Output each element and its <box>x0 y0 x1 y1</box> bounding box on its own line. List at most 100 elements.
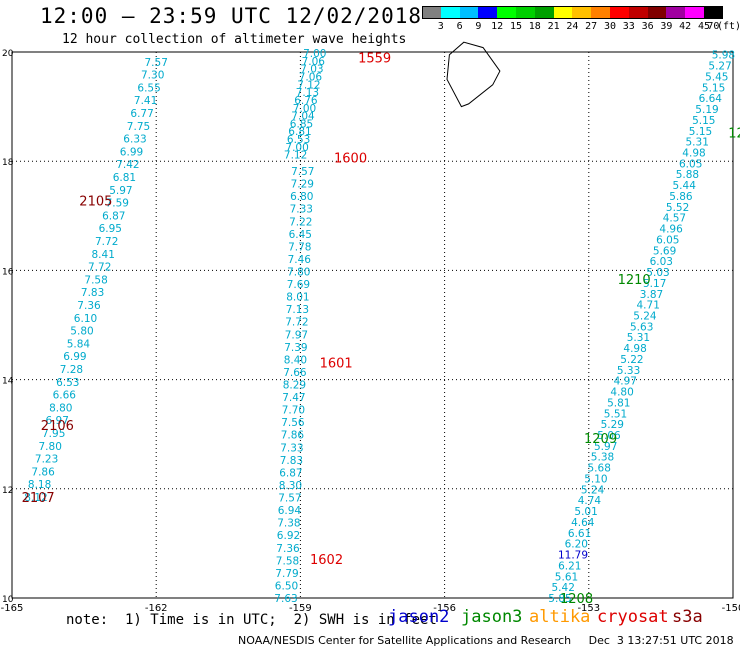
wave-height-value: 5.85 <box>548 593 571 605</box>
wave-height-value: 5.24 <box>581 484 605 496</box>
wave-height-value: 4.71 <box>637 300 660 312</box>
time-label: 1601 <box>320 357 353 372</box>
wave-height-value: 6.53 <box>287 134 310 146</box>
lat-tick-label: 18 <box>2 158 14 168</box>
wave-height-value: 5.42 <box>552 582 575 594</box>
wave-height-value: 6.03 <box>650 256 673 268</box>
wave-height-value: 5.98 <box>712 50 735 62</box>
wave-height-value: 8.30 <box>279 480 302 492</box>
colorbar-swatch <box>704 6 723 19</box>
chart-subtitle: 12 hour collection of altimeter wave hei… <box>62 32 407 47</box>
wave-height-value: 6.87 <box>102 210 125 222</box>
wave-height-value: 6.81 <box>113 172 136 184</box>
time-label: 1602 <box>310 553 343 568</box>
wave-height-value: 4.74 <box>578 495 602 507</box>
lon-tick-label: -153 <box>577 603 600 614</box>
colorbar-label: 45 <box>697 21 711 32</box>
wave-height-value: 5.15 <box>689 126 712 138</box>
colorbar-unit: (ft) <box>717 21 740 32</box>
colorbar-swatch <box>478 6 498 19</box>
wave-height-value: 6.21 <box>558 560 581 572</box>
colorbar-swatch <box>422 6 441 19</box>
colorbar-label: 6 <box>456 21 463 32</box>
wave-height-value: 7.29 <box>291 179 314 191</box>
wave-height-value: 6.80 <box>290 191 313 203</box>
wave-height-value: 4.57 <box>663 213 686 225</box>
wave-height-value: 7.46 <box>288 254 312 266</box>
time-label: 1559 <box>358 52 391 67</box>
wave-height-value: 7.12 <box>284 150 307 162</box>
wave-height-value: 7.57 <box>278 493 301 505</box>
colorbar-label: 33 <box>622 21 635 32</box>
wave-height-value: 6.85 <box>290 118 313 130</box>
wave-height-value: 7.86 <box>281 430 305 442</box>
colorbar-swatch <box>459 6 479 19</box>
wave-height-value: 7.33 <box>290 204 313 216</box>
wave-height-value: 3.87 <box>640 289 663 301</box>
wave-height-value: 7.58 <box>276 555 299 567</box>
wave-height-value: 7.95 <box>42 428 65 440</box>
wave-height-value: 7.12 <box>297 79 320 91</box>
wave-height-value: 5.15 <box>692 115 715 127</box>
wave-height-value: 6.95 <box>99 223 122 235</box>
wave-height-value: 7.30 <box>141 70 164 82</box>
wave-height-value: 6.99 <box>63 351 86 363</box>
wave-height-value: 5.38 <box>591 452 614 464</box>
wave-height-value: 5.24 <box>633 311 657 323</box>
wave-height-value: 6.55 <box>137 82 160 94</box>
colorbar-swatch <box>610 6 629 19</box>
island-outline <box>446 41 501 108</box>
time-label: 1210 <box>618 273 651 288</box>
wave-height-value: 6.05 <box>679 158 702 170</box>
wave-height-value: 7.72 <box>88 262 111 274</box>
wave-height-value: 8.01 <box>286 292 309 304</box>
colorbar-swatch <box>516 6 535 19</box>
wave-height-value: 7.06 <box>299 72 323 84</box>
wave-height-value: 5.33 <box>617 365 640 377</box>
wave-height-value: 7.47 <box>282 392 305 404</box>
wave-height-value: 5.01 <box>574 506 597 518</box>
wave-height-value: 7.28 <box>60 364 83 376</box>
colorbar-swatch <box>666 6 686 19</box>
wave-height-value: 7.86 <box>31 466 55 478</box>
wave-height-value: 7.97 <box>285 329 308 341</box>
wave-height-value: 6.81 <box>288 126 311 138</box>
wave-height-value: 5.31 <box>627 332 650 344</box>
wave-height-value: 5.69 <box>653 245 676 257</box>
wave-height-value: 7.13 <box>296 87 319 99</box>
colorbar-label: 70 <box>707 21 720 32</box>
colorbar-label: 42 <box>679 21 692 32</box>
colorbar-label: 18 <box>528 21 541 32</box>
wave-height-value: 4.98 <box>623 343 646 355</box>
colorbar-label: 15 <box>509 21 523 32</box>
wave-height-value: 7.70 <box>282 405 305 417</box>
wave-height-value: 6.87 <box>279 467 302 479</box>
lat-tick-label: 10 <box>2 595 14 605</box>
colorbar-label: 3 <box>437 21 444 32</box>
wave-height-value: 5.97 <box>594 441 617 453</box>
wave-height-value: 5.84 <box>67 338 91 350</box>
colorbar-label: 36 <box>641 21 654 32</box>
time-label: 2105 <box>79 195 112 210</box>
colorbar-label: 21 <box>547 21 560 32</box>
wave-height-value: 4.97 <box>614 376 637 388</box>
time-label: 2107 <box>22 491 55 506</box>
colorbar-swatch <box>553 6 573 19</box>
chart-title: 12:00 – 23:59 UTC 12/02/2018 <box>40 4 423 28</box>
wave-height-value: 4.80 <box>610 387 633 399</box>
wave-height-value: 7.36 <box>77 300 101 312</box>
wave-height-value: 7.33 <box>280 442 303 454</box>
wave-height-value: 6.61 <box>568 528 591 540</box>
wave-height-value: 7.03 <box>300 64 323 76</box>
wave-height-value: 5.51 <box>604 408 627 420</box>
colorbar-swatch <box>572 6 592 19</box>
wave-height-value: 7.06 <box>302 56 326 68</box>
wave-height-value: 7.00 <box>293 103 316 115</box>
wave-height-value: 6.66 <box>53 390 77 402</box>
wave-height-value: 6.77 <box>130 108 153 120</box>
lat-tick-label: 14 <box>2 377 14 387</box>
wave-height-value: 8.40 <box>284 354 307 366</box>
wave-height-value: 7.72 <box>285 317 308 329</box>
wave-height-value: 4.64 <box>571 517 595 529</box>
lon-tick-label: -162 <box>145 603 168 614</box>
